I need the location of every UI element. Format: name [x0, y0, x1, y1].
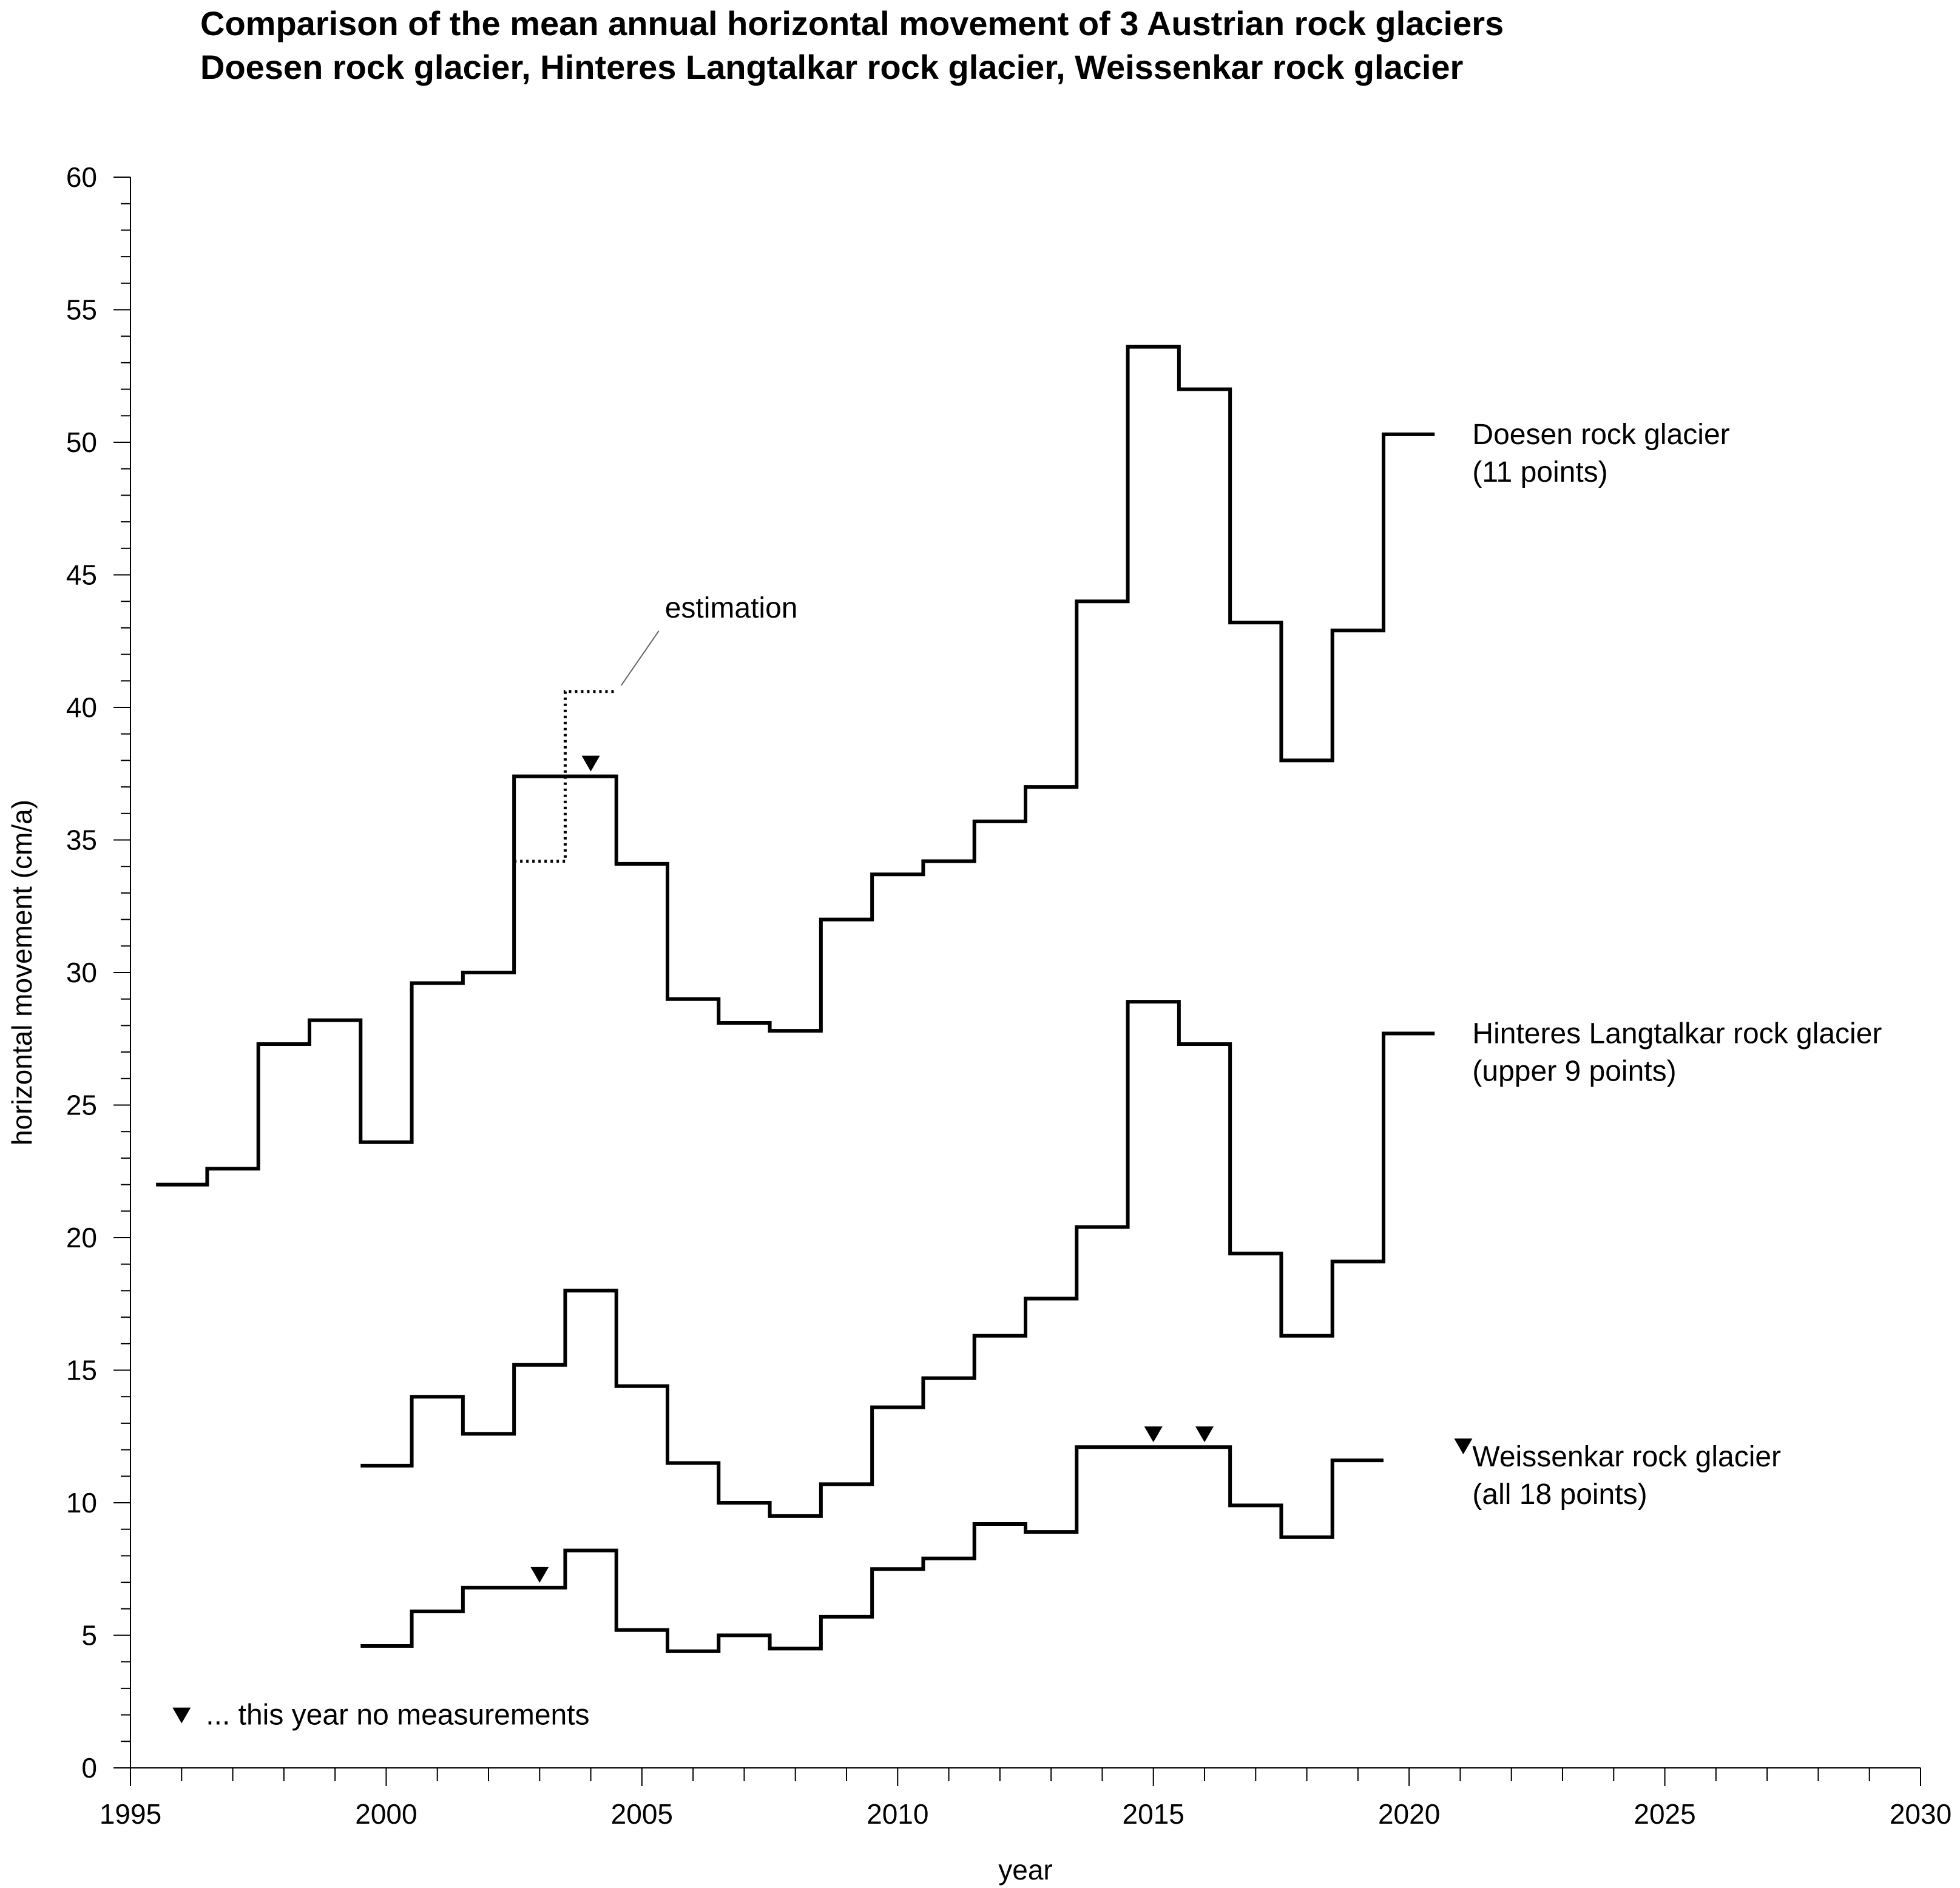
chart-title: Comparison of the mean annual horizontal… [200, 4, 1504, 42]
series-layer [156, 345, 1435, 1653]
series-label-weissenkar: Weissenkar rock glacier [1472, 1441, 1781, 1473]
x-axis-label: year [998, 1854, 1052, 1886]
chart-subtitle: Doesen rock glacier, Hinteres Langtalkar… [200, 48, 1463, 86]
x-tick-label: 2010 [867, 1798, 928, 1830]
no-measurement-markers [530, 755, 1473, 1583]
x-axis-ticks: 1995 2000 2005 2010 2015 2020 2025 2030 [100, 1768, 1952, 1830]
y-tick-label: 55 [66, 294, 97, 326]
y-tick-label: 15 [66, 1355, 97, 1386]
y-tick-label: 50 [66, 426, 97, 458]
no-measurement-triangle [1454, 1438, 1473, 1455]
no-measurement-triangle [1144, 1426, 1163, 1443]
y-tick-label: 40 [66, 692, 97, 723]
no-measurement-triangle [581, 755, 600, 772]
x-tick-label: 1995 [100, 1798, 161, 1830]
no-measurement-triangle [1195, 1426, 1214, 1443]
x-tick-label: 2005 [611, 1798, 673, 1830]
series-hinteres-langtalkar-line [360, 1000, 1435, 1518]
x-tick-label: 2030 [1890, 1798, 1952, 1830]
series-label-doesen-points: (11 points) [1472, 456, 1607, 488]
series-weissenkar-line [360, 1445, 1384, 1653]
y-tick-label: 35 [66, 824, 97, 856]
series-doesen-estimation-line [514, 690, 617, 863]
series-doesen-line [156, 345, 1435, 1187]
series-label-weissenkar-points: (all 18 points) [1472, 1478, 1647, 1511]
y-tick-label: 20 [66, 1222, 97, 1253]
y-axis-ticks: 0 5 10 15 20 25 30 35 40 45 50 55 60 [66, 161, 130, 1784]
y-tick-label: 45 [66, 559, 97, 591]
no-measurement-triangle [530, 1566, 549, 1583]
y-tick-label: 60 [66, 161, 97, 193]
y-tick-label: 0 [81, 1752, 97, 1784]
no-measurement-legend: ... this year no measurements [206, 1699, 589, 1731]
x-tick-label: 2000 [355, 1798, 417, 1830]
x-tick-label: 2015 [1123, 1798, 1184, 1830]
y-axis-label: horizontal movement (cm/a) [6, 800, 38, 1145]
series-label-doesen: Doesen rock glacier [1472, 419, 1729, 451]
x-tick-label: 2025 [1634, 1798, 1695, 1830]
y-tick-label: 25 [66, 1090, 97, 1121]
y-tick-label: 5 [81, 1620, 97, 1651]
y-tick-label: 10 [66, 1487, 97, 1519]
legend-triangle-icon [172, 1707, 191, 1724]
estimation-leader-line [620, 630, 660, 686]
y-tick-label: 30 [66, 957, 97, 988]
series-label-hinteres-langtalkar-points: (upper 9 points) [1472, 1056, 1676, 1088]
series-label-hinteres-langtalkar: Hinteres Langtalkar rock glacier [1472, 1018, 1882, 1050]
x-tick-label: 2020 [1378, 1798, 1440, 1830]
estimation-annotation: estimation [665, 592, 798, 624]
